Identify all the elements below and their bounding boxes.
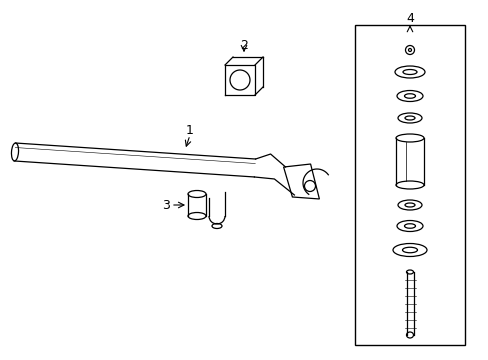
Text: 3: 3 [162,198,170,212]
Text: 4: 4 [405,12,413,24]
Text: 2: 2 [240,39,247,51]
Text: 1: 1 [185,123,194,136]
Bar [354,25,464,345]
